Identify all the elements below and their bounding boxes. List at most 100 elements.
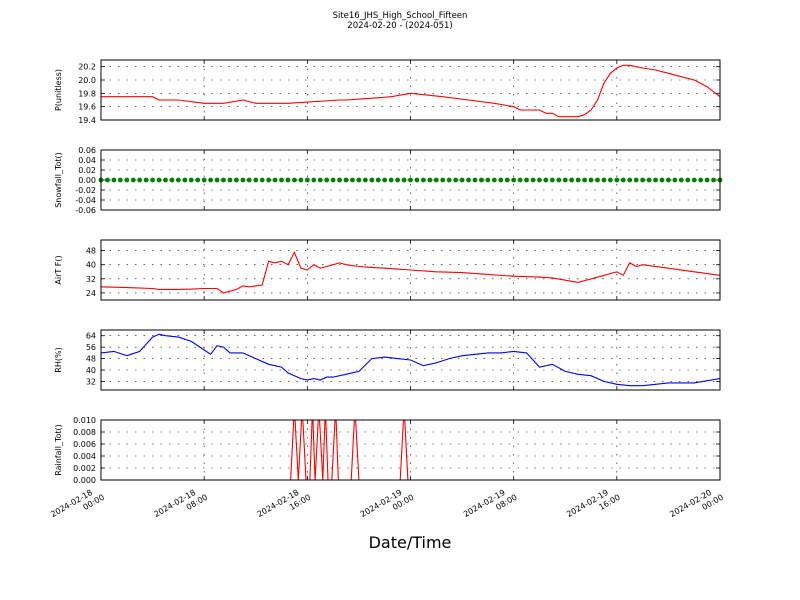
- data-point: [627, 177, 633, 183]
- y-tick-label: 0.006: [73, 440, 96, 449]
- data-point: [272, 177, 278, 183]
- data-point: [433, 177, 439, 183]
- data-point: [414, 177, 420, 183]
- data-point: [459, 177, 465, 183]
- data-point: [504, 177, 510, 183]
- data-point: [466, 177, 471, 183]
- data-point: [653, 177, 658, 183]
- y-tick-label: 0.000: [73, 476, 96, 485]
- y-tick-label: 0.00: [78, 176, 96, 185]
- panel-1: 19.4 19.6 19.8 20.0 20.2 P(unitless): [54, 59, 721, 125]
- data-point: [620, 177, 626, 183]
- x-tick-label: 2024-02-1916:00: [565, 484, 622, 528]
- data-point: [369, 177, 375, 183]
- data-point: [279, 177, 284, 183]
- panel-5: 0.000 0.002 0.004 0.006 0.008 0.010 Rainfall_T…: [54, 416, 721, 485]
- data-point: [240, 177, 246, 183]
- chart-title-block: Site16_JHS_High_School_Fifteen 2024-02-2…: [0, 11, 800, 31]
- x-tick-label: 2024-02-1800:00: [49, 484, 106, 528]
- y-tick-label: 19.8: [78, 89, 96, 98]
- data-point: [214, 177, 220, 183]
- data-point: [388, 177, 394, 183]
- data-point: [253, 177, 259, 183]
- data-point: [266, 177, 272, 183]
- y-tick-label: -0.02: [75, 186, 96, 195]
- data-point: [143, 177, 149, 183]
- data-point: [640, 177, 646, 183]
- data-point: [137, 177, 143, 183]
- data-point: [556, 177, 562, 183]
- x-tick-label: 2024-02-2000:00: [668, 484, 725, 528]
- data-point: [491, 177, 497, 183]
- y-tick-label: 0.010: [73, 416, 96, 425]
- y-tick-label: 0.04: [78, 156, 96, 165]
- data-point: [575, 177, 581, 183]
- data-point: [420, 177, 426, 183]
- series-line: [101, 64, 720, 118]
- x-axis-title: Date/Time: [368, 533, 452, 552]
- data-point: [350, 177, 355, 183]
- data-point: [607, 177, 613, 183]
- y-tick-label: -0.04: [75, 196, 96, 205]
- x-tick-label: 2024-02-1808:00: [152, 484, 209, 528]
- data-point: [543, 177, 549, 183]
- data-point: [691, 177, 697, 183]
- data-point: [453, 177, 459, 183]
- y-tick-label: 19.6: [78, 103, 96, 112]
- data-point: [324, 177, 330, 183]
- data-point: [124, 177, 130, 183]
- data-point: [234, 177, 239, 183]
- data-point: [285, 177, 291, 183]
- y-tick-label: 48: [86, 247, 96, 256]
- x-tick-label: 2024-02-1816:00: [256, 484, 313, 528]
- y-tick-label: 32: [86, 377, 96, 386]
- data-point: [698, 177, 704, 183]
- data-point: [524, 177, 529, 183]
- data-point: [105, 177, 110, 183]
- data-point: [446, 177, 452, 183]
- data-point: [678, 177, 684, 183]
- y-tick-label: 48: [86, 355, 96, 364]
- data-point: [408, 177, 413, 183]
- y-tick-label: 0.008: [73, 428, 96, 437]
- y-axis-label: AirT F(): [54, 255, 63, 284]
- data-point: [479, 177, 484, 183]
- y-tick-label: 0.002: [73, 464, 96, 473]
- series-line: [101, 251, 720, 294]
- data-point: [156, 177, 162, 183]
- data-point: [485, 177, 491, 183]
- data-point: [304, 177, 310, 183]
- data-point: [704, 177, 710, 183]
- data-point: [195, 177, 201, 183]
- y-tick-label: 32: [86, 275, 96, 284]
- data-point: [549, 177, 555, 183]
- data-point: [221, 177, 226, 183]
- data-point: [330, 177, 336, 183]
- y-axis-label: Snowfall_Tot(): [54, 152, 63, 208]
- data-point: [201, 177, 207, 183]
- data-point: [298, 177, 304, 183]
- data-point: [588, 177, 594, 183]
- y-tick-label: 56: [86, 343, 96, 352]
- data-point: [317, 177, 323, 183]
- data-point: [427, 177, 433, 183]
- data-point: [614, 177, 620, 183]
- data-point: [208, 177, 214, 183]
- data-point: [395, 177, 401, 183]
- y-tick-label: 24: [86, 289, 96, 298]
- data-point: [259, 177, 265, 183]
- x-tick-label: 2024-02-1908:00: [462, 484, 519, 528]
- axes-frame: [100, 419, 721, 481]
- y-tick-label: 40: [86, 366, 96, 375]
- data-point: [130, 177, 136, 183]
- data-point: [362, 177, 368, 183]
- data-point: [150, 177, 155, 183]
- data-point: [672, 177, 678, 183]
- data-point: [246, 177, 252, 183]
- axes-frame: [100, 239, 721, 301]
- data-point: [356, 177, 362, 183]
- axes-frame: [100, 59, 721, 121]
- chart-title: Site16_JHS_High_School_Fifteen: [332, 11, 468, 21]
- data-point: [659, 177, 665, 183]
